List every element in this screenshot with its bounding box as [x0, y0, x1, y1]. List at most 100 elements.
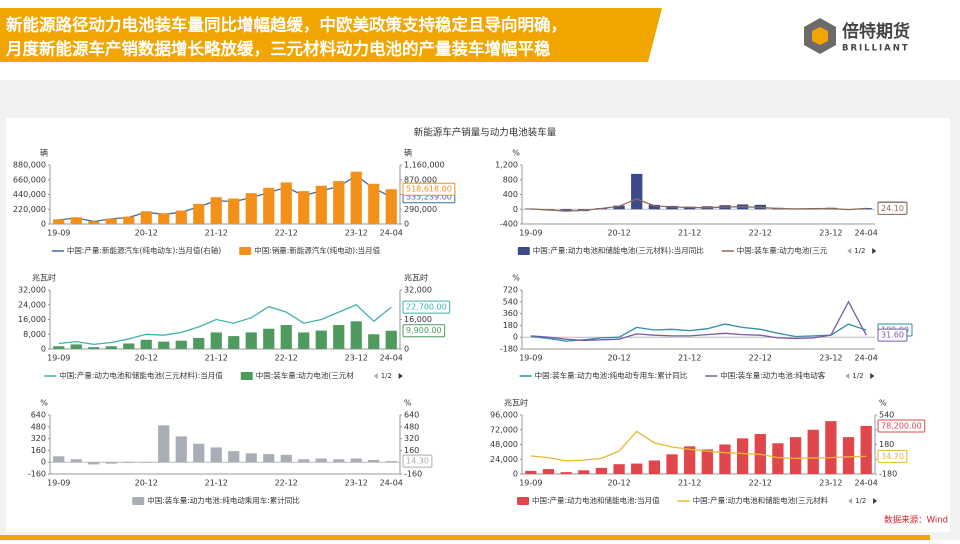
legend-swatch	[517, 247, 530, 255]
y2-tick-label: 16,000	[404, 315, 432, 324]
y-tick-label: 660,000	[13, 175, 46, 184]
legend-label: 中国:产量:新能源汽车(纯电动车):当月值(右轴)	[67, 245, 221, 255]
bar	[280, 454, 292, 463]
value-label-box	[402, 300, 451, 314]
y-tick-label: -160	[28, 470, 46, 479]
value-label-text: 34.70	[881, 452, 904, 461]
x-tick-label: 19-09	[47, 229, 70, 238]
y-tick-label: 0	[513, 205, 518, 214]
x-tick-label: 21-12	[205, 479, 228, 488]
y2-tick-label: 870,000	[404, 175, 437, 184]
bar	[560, 209, 572, 212]
value-label-text: 14.30	[406, 457, 429, 466]
legend-next	[398, 373, 403, 379]
line	[530, 300, 867, 342]
x-tick-label: 20-12	[607, 354, 630, 363]
x-tick-label: 19-09	[519, 229, 542, 238]
value-label-box	[877, 449, 908, 463]
bar	[245, 193, 257, 224]
bar	[105, 462, 117, 464]
legend-label: 中国:产量:动力电池和储能电池(三元材料):当月同比	[533, 245, 704, 255]
bar	[860, 425, 872, 474]
bar	[263, 328, 275, 349]
bar	[368, 334, 380, 349]
legend-page: 1/2	[854, 247, 865, 255]
legend-prev	[848, 498, 853, 504]
y-tick-label: 320	[31, 434, 46, 443]
y-tick-label: 640	[31, 411, 46, 420]
bar	[333, 181, 345, 224]
y2-tick-label: 160	[404, 446, 419, 455]
bar	[368, 459, 380, 463]
x-tick-label: 23-12	[819, 479, 842, 488]
x-tick-label: 22-12	[749, 479, 772, 488]
value-label-text: 24.10	[881, 204, 904, 213]
bar	[245, 453, 257, 463]
y2-tick-label: 0	[404, 220, 409, 229]
y-tick-label: 8,000	[23, 330, 46, 339]
bar	[525, 470, 537, 474]
x-tick-label: 20-12	[135, 229, 158, 238]
y2-tick-label: 0	[404, 345, 409, 354]
value-label: 78,200.00	[877, 419, 926, 433]
logo: 倍特期货 BRILLIANT	[804, 18, 910, 54]
x-tick-label: 22-12	[749, 354, 772, 363]
axis-unit: %	[40, 399, 48, 408]
y-tick-label: 720	[503, 286, 518, 295]
bar	[123, 343, 135, 349]
bar	[193, 443, 205, 463]
y-tick-label: 800	[503, 175, 518, 184]
bar	[842, 437, 855, 474]
bar	[123, 216, 135, 224]
x-tick-label: 24-04	[380, 354, 403, 363]
bar	[88, 347, 100, 349]
legend-label: 中国:装车量:动力电池:纯电动客	[720, 370, 826, 380]
line	[530, 198, 867, 212]
value-label: 518,618.00	[402, 182, 456, 196]
y2-tick-label: 32,000	[404, 286, 432, 295]
bar	[158, 341, 170, 349]
legend: 中国:产量:新能源汽车(纯电动车):当月值(右轴) 中国:销量:新能源汽车(纯电动…	[51, 245, 381, 255]
value-label-box	[877, 328, 908, 342]
x-tick-label: 24-04	[855, 229, 878, 238]
y2-tick-label: 290,000	[404, 205, 437, 214]
legend-label: 中国:装车量:动力电池:纯电动专用车:累计同比	[535, 370, 688, 380]
bar	[578, 470, 590, 474]
value-label-box	[877, 201, 908, 215]
bar	[701, 449, 713, 474]
y2-tick-label: 180	[879, 440, 894, 449]
bar	[350, 171, 362, 224]
bar	[210, 332, 222, 349]
line	[530, 430, 867, 462]
y-tick-label: 16,000	[18, 315, 46, 324]
bar	[648, 460, 661, 474]
y-tick-label: -400	[500, 220, 518, 229]
axis-unit: 辆	[404, 148, 412, 158]
logo-name: 倍特期货	[842, 21, 910, 42]
y-tick-label: 1,200	[495, 161, 518, 170]
value-label: 9,900.00	[402, 324, 446, 338]
bar	[298, 332, 310, 349]
x-tick-label: 21-12	[205, 229, 228, 238]
x-tick-label: 23-12	[345, 354, 368, 363]
bar	[684, 446, 696, 474]
bar	[228, 198, 240, 224]
x-tick-label: 19-09	[519, 354, 542, 363]
value-label: 14.30	[402, 454, 433, 468]
y-tick-label: 400	[503, 190, 518, 199]
bar	[315, 330, 327, 349]
x-tick-label: 24-04	[855, 479, 878, 488]
y-tick-label: 72,000	[490, 425, 518, 434]
x-tick-label: 22-12	[275, 354, 298, 363]
y2-tick-label: 480	[404, 422, 419, 431]
value-label: 22,700.00	[402, 300, 451, 314]
x-tick-label: 22-12	[749, 229, 772, 238]
bar	[736, 438, 749, 474]
bar	[560, 472, 572, 474]
x-tick-label: 24-04	[380, 229, 403, 238]
x-tick-label: 20-12	[607, 229, 630, 238]
y-tick-label: 24,000	[18, 300, 46, 309]
value-label: 31.60	[877, 328, 908, 342]
x-tick-label: 21-12	[678, 479, 701, 488]
x-tick-label: 20-12	[135, 479, 158, 488]
